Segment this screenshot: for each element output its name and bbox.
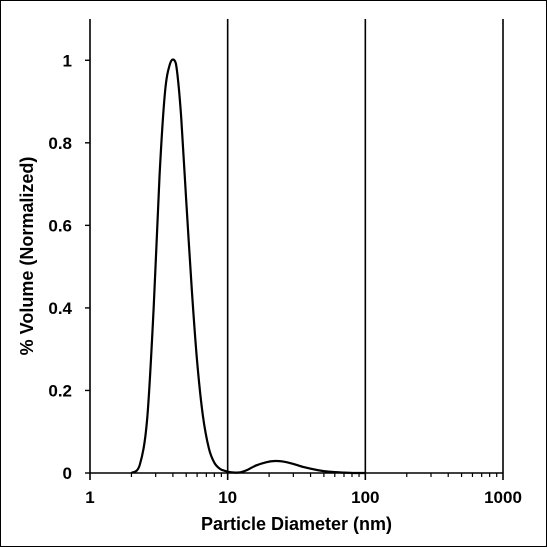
series-line-0: [130, 58, 366, 475]
x-axis-title: Particle Diameter (nm): [201, 514, 392, 534]
y-tick-label-2: 0.4: [48, 299, 72, 318]
y-tick-label-4: 0.8: [48, 134, 72, 153]
x-tick-label-3: 1000: [484, 488, 522, 507]
y-tick-label-5: 1: [63, 51, 72, 70]
y-axis-title: % Volume (Normalized): [17, 157, 37, 356]
x-tick-label-0: 1: [85, 488, 94, 507]
y-tick-label-0: 0: [63, 464, 72, 483]
x-tick-label-1: 10: [218, 488, 237, 507]
y-tick-label-1: 0.2: [48, 381, 72, 400]
x-tick-label-2: 100: [351, 488, 379, 507]
y-tick-label-3: 0.6: [48, 216, 72, 235]
